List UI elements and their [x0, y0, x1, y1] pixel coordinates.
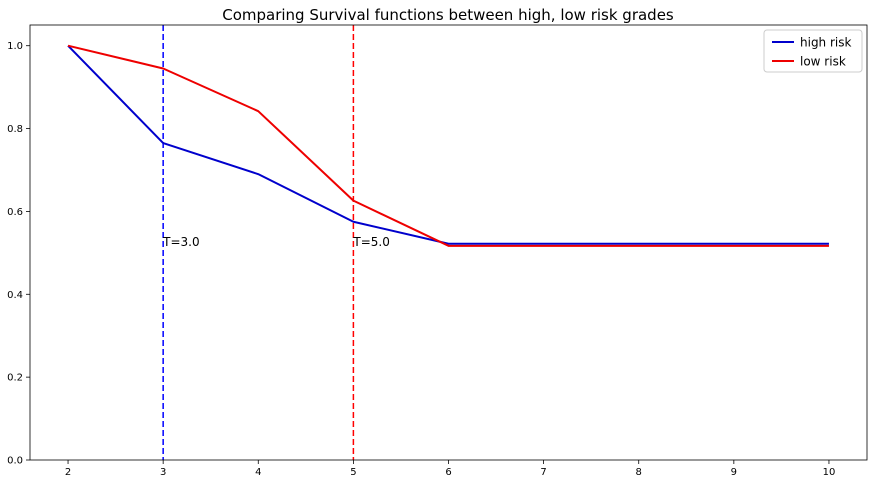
x-tick-label: 4	[255, 467, 261, 478]
series-line-low-risk	[67, 44, 829, 247]
y-tick-label: 0.6	[7, 207, 23, 218]
plot-frame	[29, 24, 868, 461]
vline-annotation: T=3.0	[162, 235, 199, 249]
legend-label: low risk	[800, 55, 846, 69]
x-tick-label: 10	[823, 467, 836, 478]
x-tick-label: 7	[540, 467, 546, 478]
x-tick-label: 5	[350, 467, 356, 478]
y-tick-label: 0.2	[7, 373, 23, 384]
y-tick-label: 1.0	[7, 41, 23, 52]
x-tick-label: 3	[160, 467, 166, 478]
y-tick-label: 0.4	[7, 290, 23, 301]
x-tick-label: 2	[65, 467, 71, 478]
y-tick-label: 0.0	[7, 456, 23, 467]
x-tick-label: 8	[636, 467, 642, 478]
chart-title: Comparing Survival functions between hig…	[222, 6, 674, 24]
series-line-high-risk	[67, 45, 829, 245]
x-tick-label: 9	[731, 467, 737, 478]
y-tick-label: 0.8	[7, 124, 23, 135]
legend-label: high risk	[800, 36, 851, 50]
x-tick-label: 6	[445, 467, 451, 478]
vline-annotation: T=5.0	[352, 235, 389, 249]
